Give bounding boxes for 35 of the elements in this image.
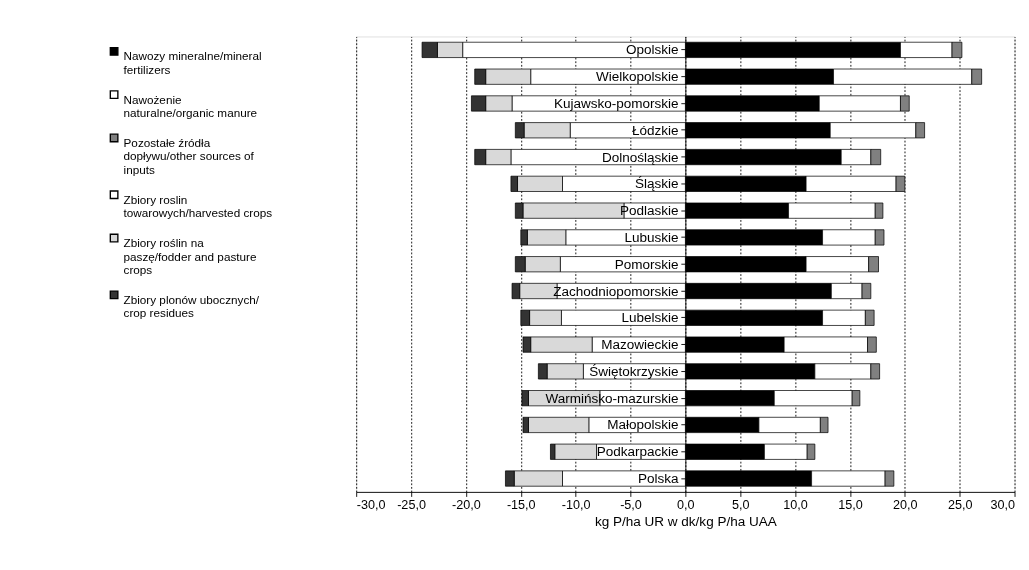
- legend-label: Nawożenie naturalne/organic manure: [123, 92, 258, 120]
- x-tick-label: -10,0: [561, 497, 591, 512]
- x-tick-label: 25,0: [947, 497, 973, 512]
- y-tick-label: Mazowieckie: [601, 337, 679, 353]
- y-tick-label: Podkarpackie: [596, 444, 679, 460]
- legend-label: Zbiory roslin towarowych/harvested crops: [123, 192, 273, 220]
- y-tick-label: Małopolskie: [607, 417, 679, 433]
- y-tick-label: Podlaskie: [620, 203, 679, 219]
- y-tick-label: Łódzkie: [632, 122, 679, 138]
- x-tick-label: -5,0: [620, 497, 642, 512]
- x-tick-label: 10,0: [783, 497, 808, 512]
- x-tick-label: 30,0: [990, 497, 1016, 512]
- x-tick-label: 15,0: [838, 497, 863, 512]
- legend-label: Zbiory roślin na paszę/fodder and pasture crops: [123, 236, 257, 277]
- y-tick-label: Lubuskie: [624, 229, 679, 245]
- legend-label: Nawozy mineralne/mineral fertilizers: [123, 49, 262, 76]
- y-tick-label: Opolskie: [626, 42, 679, 58]
- y-tick-label: Śląskie: [635, 176, 679, 192]
- x-tick-label: -25,0: [397, 497, 426, 512]
- x-axis-title: kg P/ha UR w dk/kg P/ha UAA: [594, 513, 777, 529]
- y-tick-label: Kujawsko-pomorskie: [553, 95, 679, 111]
- y-tick-label: Polska: [638, 471, 680, 487]
- x-tick-label: 20,0: [893, 497, 918, 512]
- x-tick-label: 5,0: [731, 497, 750, 512]
- x-tick-label: -20,0: [452, 497, 481, 512]
- x-tick-label: 0,0: [677, 497, 695, 512]
- y-tick-label: Świętokrzyskie: [589, 363, 679, 379]
- x-tick-label: -30,0: [356, 497, 386, 512]
- y-tick-label: Pomorskie: [614, 256, 679, 272]
- x-tick-label: -15,0: [506, 497, 536, 512]
- y-tick-label: Wielkopolskie: [596, 69, 679, 85]
- y-tick-label: Lubelskie: [621, 310, 679, 326]
- legend-label: Zbiory plonów ubocznych/ crop residues: [123, 292, 260, 320]
- legend-label: Pozostałe źródła dopływu/other sources of inputs: [123, 135, 255, 177]
- y-tick-label: Dolnośląskie: [601, 149, 679, 165]
